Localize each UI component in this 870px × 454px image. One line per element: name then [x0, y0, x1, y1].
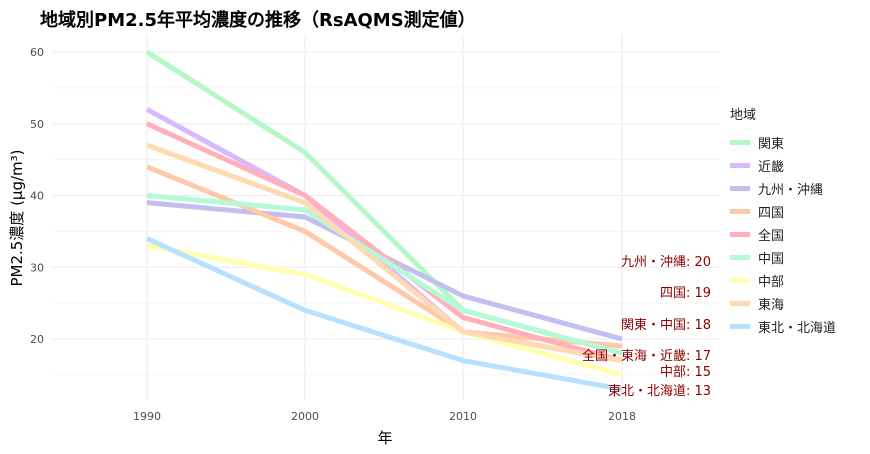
y-tick-label: 50 [30, 118, 44, 131]
annotation-label: 中部: 15 [660, 365, 711, 380]
legend-title: 地域 [730, 108, 757, 123]
legend-swatch [730, 232, 750, 237]
legend-label: 中部 [758, 275, 785, 290]
legend-swatch [730, 278, 750, 283]
x-axis-label: 年 [377, 429, 392, 447]
legend-label: 東海 [758, 298, 785, 313]
legend-swatch [730, 186, 750, 191]
legend-item: 東北・北海道 [730, 315, 836, 338]
legend-swatch [730, 140, 750, 145]
legend-item: 九州・沖縄 [730, 177, 836, 200]
legend-label: 中国 [758, 252, 785, 267]
x-tick-label: 1990 [133, 410, 161, 423]
legend-label: 九州・沖縄 [758, 183, 824, 198]
series-line-中部 [146, 243, 623, 378]
legend-label: 関東 [758, 137, 785, 152]
legend-item: 関東 [730, 131, 836, 154]
legend-item: 全国 [730, 223, 836, 246]
legend-swatch [730, 209, 750, 214]
legend-item: 中国 [730, 246, 836, 269]
y-axis-label: PM2.5濃度 (μg/m³) [8, 149, 26, 286]
y-tick-label: 40 [30, 190, 44, 203]
annotation-label: 東北・北海道: 13 [608, 383, 711, 399]
legend-item: 四国 [730, 200, 836, 223]
y-tick-label: 30 [30, 261, 44, 274]
x-tick-label: 2018 [608, 410, 636, 423]
legend-swatch [730, 255, 750, 260]
annotation-label: 四国: 19 [660, 286, 711, 301]
legend-label: 近畿 [758, 160, 785, 175]
legend-swatch [730, 301, 750, 306]
legend-item: 東海 [730, 292, 836, 315]
series-line-中国 [146, 193, 623, 356]
x-tick-label: 2000 [291, 410, 319, 423]
legend-swatch [730, 324, 750, 329]
legend-label: 全国 [758, 229, 785, 244]
series-line-東海 [146, 142, 623, 363]
legend-item: 中部 [730, 269, 836, 292]
legend-label: 四国 [758, 206, 785, 221]
series-line-東北・北海道 [145, 236, 623, 392]
x-tick-label: 2010 [449, 410, 477, 423]
legend-label: 東北・北海道 [758, 321, 837, 336]
series-line-全国 [145, 121, 623, 363]
legend-swatch [730, 163, 750, 168]
y-tick-label: 60 [30, 46, 44, 59]
legend: 地域 関東近畿九州・沖縄四国全国中国中部東海東北・北海道 [730, 104, 836, 338]
annotation-label: 九州・沖縄: 20 [621, 255, 711, 270]
chart-title: 地域別PM2.5年平均濃度の推移（RsAQMS測定値） [40, 10, 476, 31]
legend-item: 近畿 [730, 154, 836, 177]
annotation-label: 関東・中国: 18 [621, 317, 711, 333]
y-tick-label: 20 [30, 333, 44, 346]
annotation-label: 全国・東海・近畿: 17 [582, 348, 711, 364]
